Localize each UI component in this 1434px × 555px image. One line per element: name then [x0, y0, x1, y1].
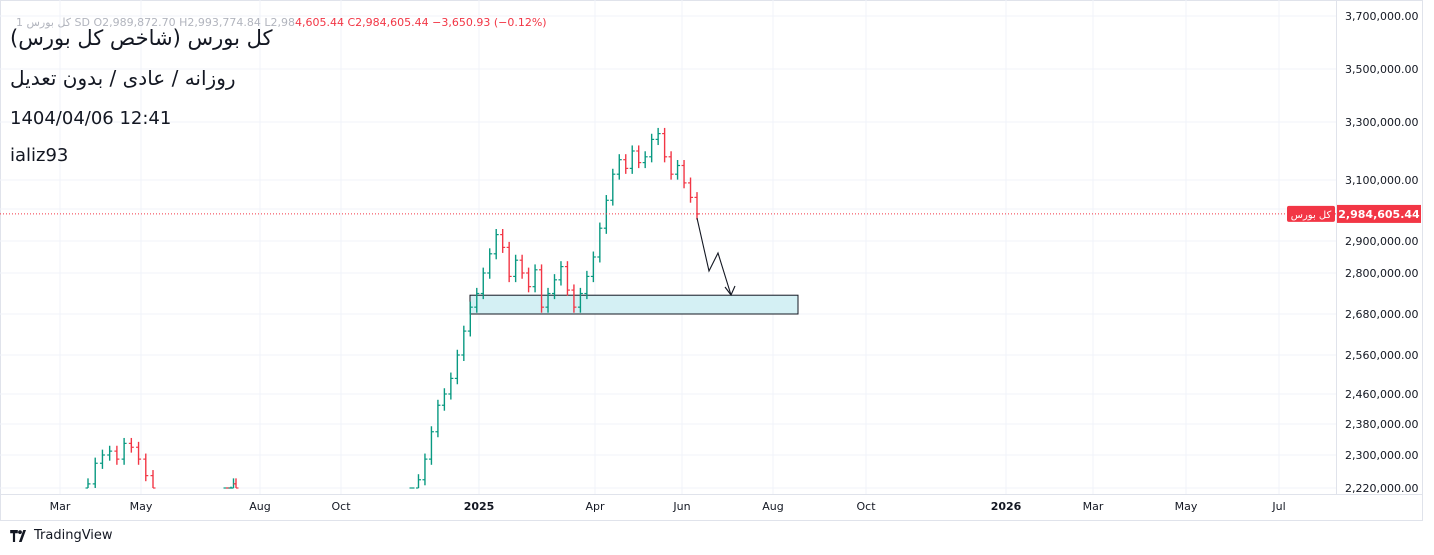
projection-arrow [696, 217, 732, 296]
chart-frame [0, 0, 1423, 521]
x-tick-label: Aug [249, 500, 270, 513]
interval-line: روزانه / عادی / بدون تعدیل [10, 66, 236, 90]
date-time: 1404/04/06 12:41 [10, 108, 172, 129]
ohlc-readout: 1 کل بورس SD O2,989,872.70 H2,993,774.84… [16, 16, 547, 29]
x-tick-label: Mar [50, 500, 71, 513]
last-price-label: 2,984,605.44 [1338, 208, 1420, 221]
y-tick-label: 3,700,000.00 [1345, 10, 1418, 23]
x-tick-label: Jul [1271, 500, 1285, 513]
y-tick-label: 2,460,000.00 [1345, 388, 1418, 401]
y-tick-label: 2,900,000.00 [1345, 235, 1418, 248]
x-tick-label: Mar [1083, 500, 1104, 513]
tradingview-logo-icon [10, 529, 26, 542]
series-tag [1287, 205, 1335, 222]
x-tick-label: Jun [672, 500, 690, 513]
symbol-title: کل بورس (شاخص کل بورس) [10, 26, 273, 50]
arrow-head [724, 285, 736, 297]
x-tick-label: Oct [856, 500, 876, 513]
x-tick-label: Aug [762, 500, 783, 513]
y-tick-label: 3,500,000.00 [1345, 63, 1418, 76]
y-tick-label: 2,560,000.00 [1345, 349, 1418, 362]
y-tick-label: 3,100,000.00 [1345, 174, 1418, 187]
y-tick-label: 2,220,000.00 [1345, 482, 1418, 495]
y-tick-label: 2,300,000.00 [1345, 449, 1418, 462]
x-tick-label: May [1175, 500, 1198, 513]
x-tick-label: Apr [585, 500, 605, 513]
tradingview-label: TradingView [34, 528, 113, 543]
y-tick-label: 2,380,000.00 [1345, 418, 1418, 431]
author-name: ializ93 [10, 145, 69, 166]
tradingview-brand[interactable]: TradingView [10, 528, 113, 543]
x-tick-label: Oct [331, 500, 351, 513]
x-tick-label: 2025 [464, 500, 495, 513]
y-tick-label: 2,800,000.00 [1345, 267, 1418, 280]
y-tick-label: 3,300,000.00 [1345, 116, 1418, 129]
series-tag-label: کل بورس [1291, 210, 1332, 221]
support-zone [469, 294, 799, 315]
x-tick-label: May [130, 500, 153, 513]
x-tick-label: 2026 [991, 500, 1022, 513]
last-price-badge [1337, 204, 1421, 223]
y-tick-label: 2,680,000.00 [1345, 308, 1418, 321]
